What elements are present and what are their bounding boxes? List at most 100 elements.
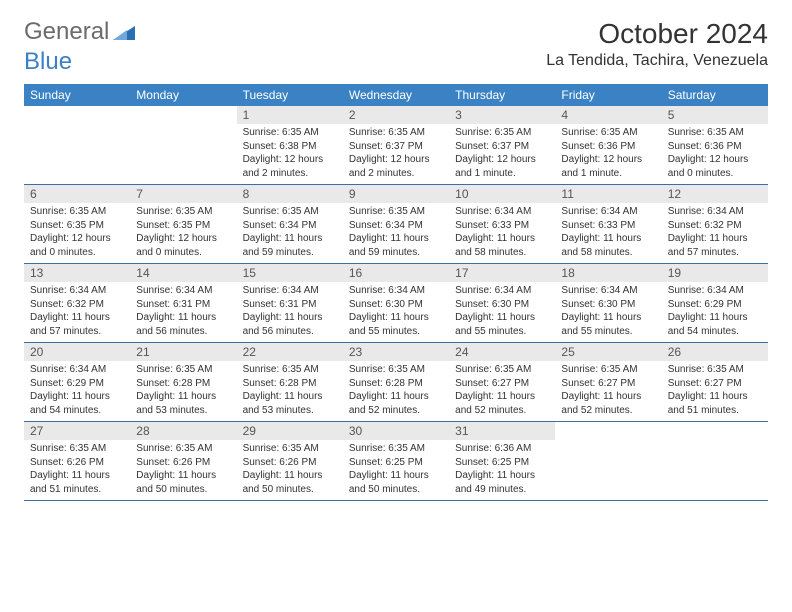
day-body: Sunrise: 6:35 AMSunset: 6:27 PMDaylight:… <box>662 361 768 421</box>
day-number: 23 <box>343 343 449 361</box>
day-body: Sunrise: 6:34 AMSunset: 6:33 PMDaylight:… <box>449 203 555 263</box>
day-number: 6 <box>24 185 130 203</box>
day-number: 10 <box>449 185 555 203</box>
day-body: Sunrise: 6:35 AMSunset: 6:35 PMDaylight:… <box>24 203 130 263</box>
calendar: SundayMondayTuesdayWednesdayThursdayFrid… <box>24 84 768 501</box>
calendar-cell: 13Sunrise: 6:34 AMSunset: 6:32 PMDayligh… <box>24 264 130 342</box>
day-body: Sunrise: 6:34 AMSunset: 6:29 PMDaylight:… <box>662 282 768 342</box>
day-number: 4 <box>555 106 661 124</box>
day-number: 15 <box>237 264 343 282</box>
day-number: 14 <box>130 264 236 282</box>
sunset-text: Sunset: 6:30 PM <box>561 298 655 312</box>
calendar-cell: 23 Sunrise: 6:35 AMSunset: 6:28 PMDayligh… <box>343 343 449 421</box>
day-number: 8 <box>237 185 343 203</box>
calendar-cell: 29Sunrise: 6:35 AMSunset: 6:26 PMDayligh… <box>237 422 343 500</box>
logo: General <box>24 18 135 46</box>
sunset-text: Sunset: 6:28 PM <box>349 377 443 391</box>
week-row: 20Sunrise: 6:34 AMSunset: 6:29 PMDayligh… <box>24 343 768 422</box>
daylight-text: Daylight: 11 hours and 52 minutes. <box>561 390 655 417</box>
calendar-cell: 28Sunrise: 6:35 AMSunset: 6:26 PMDayligh… <box>130 422 236 500</box>
daylight-text: Daylight: 12 hours and 0 minutes. <box>668 153 762 180</box>
day-body: Sunrise: 6:35 AMSunset: 6:27 PMDaylight:… <box>555 361 661 421</box>
sunset-text: Sunset: 6:25 PM <box>349 456 443 470</box>
location-text: La Tendida, Tachira, Venezuela <box>546 52 768 70</box>
calendar-cell <box>130 106 236 184</box>
sunrise-text: Sunrise: 6:35 AM <box>349 442 443 456</box>
calendar-cell <box>555 422 661 500</box>
calendar-cell: 7Sunrise: 6:35 AMSunset: 6:35 PMDaylight… <box>130 185 236 263</box>
daylight-text: Daylight: 11 hours and 52 minutes. <box>349 390 443 417</box>
day-header-cell: Sunday <box>24 84 130 106</box>
sunrise-text: Sunrise: 6:34 AM <box>136 284 230 298</box>
sunset-text: Sunset: 6:32 PM <box>668 219 762 233</box>
day-header-cell: Friday <box>555 84 661 106</box>
day-number <box>662 422 768 440</box>
sunset-text: Sunset: 6:25 PM <box>455 456 549 470</box>
calendar-cell: 24Sunrise: 6:35 AMSunset: 6:27 PMDayligh… <box>449 343 555 421</box>
calendar-cell: 5Sunrise: 6:35 AMSunset: 6:36 PMDaylight… <box>662 106 768 184</box>
sunrise-text: Sunrise: 6:35 AM <box>668 363 762 377</box>
calendar-cell: 9Sunrise: 6:35 AMSunset: 6:34 PMDaylight… <box>343 185 449 263</box>
day-header-cell: Saturday <box>662 84 768 106</box>
day-body: Sunrise: 6:34 AMSunset: 6:31 PMDaylight:… <box>237 282 343 342</box>
sunrise-text: Sunrise: 6:34 AM <box>30 284 124 298</box>
day-number: 19 <box>662 264 768 282</box>
daylight-text: Daylight: 11 hours and 51 minutes. <box>30 469 124 496</box>
sunrise-text: Sunrise: 6:35 AM <box>243 363 337 377</box>
day-body: Sunrise: 6:35 AMSunset: 6:26 PMDaylight:… <box>130 440 236 500</box>
day-body: Sunrise: 6:34 AMSunset: 6:33 PMDaylight:… <box>555 203 661 263</box>
day-number: 13 <box>24 264 130 282</box>
daylight-text: Daylight: 11 hours and 57 minutes. <box>30 311 124 338</box>
sunrise-text: Sunrise: 6:34 AM <box>455 284 549 298</box>
day-body: Sunrise: 6:35 AMSunset: 6:28 PMDaylight:… <box>237 361 343 421</box>
calendar-cell: 3Sunrise: 6:35 AMSunset: 6:37 PMDaylight… <box>449 106 555 184</box>
day-number: 21 <box>130 343 236 361</box>
week-row: 13Sunrise: 6:34 AMSunset: 6:32 PMDayligh… <box>24 264 768 343</box>
sunrise-text: Sunrise: 6:35 AM <box>243 442 337 456</box>
sunset-text: Sunset: 6:37 PM <box>455 140 549 154</box>
daylight-text: Daylight: 11 hours and 53 minutes. <box>136 390 230 417</box>
sunrise-text: Sunrise: 6:34 AM <box>668 284 762 298</box>
day-body: Sunrise: 6:34 AMSunset: 6:30 PMDaylight:… <box>555 282 661 342</box>
day-body: Sunrise: 6:35 AMSunset: 6:26 PMDaylight:… <box>237 440 343 500</box>
sunset-text: Sunset: 6:33 PM <box>561 219 655 233</box>
sunrise-text: Sunrise: 6:34 AM <box>455 205 549 219</box>
daylight-text: Daylight: 11 hours and 57 minutes. <box>668 232 762 259</box>
sunrise-text: Sunrise: 6:34 AM <box>561 284 655 298</box>
sunrise-text: Sunrise: 6:35 AM <box>455 126 549 140</box>
day-body: Sunrise: 6:35 AMSunset: 6:36 PMDaylight:… <box>662 124 768 184</box>
day-body: Sunrise: 6:35 AMSunset: 6:25 PMDaylight:… <box>343 440 449 500</box>
day-body: Sunrise: 6:34 AMSunset: 6:30 PMDaylight:… <box>449 282 555 342</box>
day-body: Sunrise: 6:36 AMSunset: 6:25 PMDaylight:… <box>449 440 555 500</box>
sunrise-text: Sunrise: 6:36 AM <box>455 442 549 456</box>
day-number: 31 <box>449 422 555 440</box>
calendar-cell: 16Sunrise: 6:34 AMSunset: 6:30 PMDayligh… <box>343 264 449 342</box>
sunset-text: Sunset: 6:27 PM <box>668 377 762 391</box>
sunrise-text: Sunrise: 6:35 AM <box>349 126 443 140</box>
sunrise-text: Sunrise: 6:35 AM <box>349 363 443 377</box>
day-number: 3 <box>449 106 555 124</box>
day-body: Sunrise: 6:35 AMSunset: 6:36 PMDaylight:… <box>555 124 661 184</box>
calendar-cell: 17Sunrise: 6:34 AMSunset: 6:30 PMDayligh… <box>449 264 555 342</box>
day-number <box>24 106 130 124</box>
daylight-text: Daylight: 11 hours and 54 minutes. <box>668 311 762 338</box>
sunrise-text: Sunrise: 6:34 AM <box>349 284 443 298</box>
day-number: 11 <box>555 185 661 203</box>
sunrise-text: Sunrise: 6:35 AM <box>243 126 337 140</box>
daylight-text: Daylight: 11 hours and 59 minutes. <box>349 232 443 259</box>
calendar-cell: 4Sunrise: 6:35 AMSunset: 6:36 PMDaylight… <box>555 106 661 184</box>
daylight-text: Daylight: 11 hours and 53 minutes. <box>243 390 337 417</box>
daylight-text: Daylight: 12 hours and 2 minutes. <box>243 153 337 180</box>
daylight-text: Daylight: 11 hours and 55 minutes. <box>561 311 655 338</box>
daylight-text: Daylight: 11 hours and 50 minutes. <box>349 469 443 496</box>
day-number: 1 <box>237 106 343 124</box>
sunset-text: Sunset: 6:27 PM <box>561 377 655 391</box>
calendar-cell: 10Sunrise: 6:34 AMSunset: 6:33 PMDayligh… <box>449 185 555 263</box>
week-row: 6Sunrise: 6:35 AMSunset: 6:35 PMDaylight… <box>24 185 768 264</box>
calendar-cell: 26Sunrise: 6:35 AMSunset: 6:27 PMDayligh… <box>662 343 768 421</box>
sunset-text: Sunset: 6:26 PM <box>136 456 230 470</box>
sunrise-text: Sunrise: 6:34 AM <box>30 363 124 377</box>
sunrise-text: Sunrise: 6:34 AM <box>243 284 337 298</box>
sunset-text: Sunset: 6:27 PM <box>455 377 549 391</box>
day-number: 18 <box>555 264 661 282</box>
